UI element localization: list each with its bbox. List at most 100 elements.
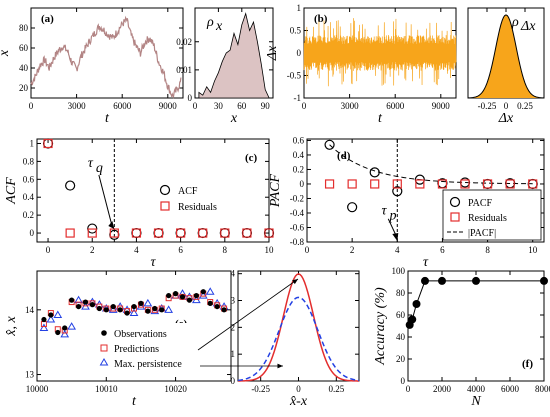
accuracy-point (412, 300, 421, 308)
legend-marker-residuals (450, 212, 460, 222)
pacf-point (347, 202, 358, 213)
density-line (467, 14, 545, 99)
observation-point (166, 292, 172, 299)
residual-point (242, 228, 252, 238)
persistence-point (108, 305, 118, 313)
legend-marker-residuals (160, 201, 170, 211)
acf-point (65, 180, 76, 191)
legend: PACF Residuals |PACF| (442, 189, 542, 241)
observation-point (103, 307, 109, 313)
legend-label: Predictions (114, 344, 159, 355)
pacf-point (392, 186, 403, 197)
x-tick-label: 0.25 (517, 101, 533, 111)
x-axis-label: x (230, 111, 238, 126)
x-tick-label: 8 (223, 245, 228, 255)
acf-point (131, 227, 142, 239)
y-axis-label: Accuracy (%) (373, 287, 388, 366)
residual-point (43, 138, 53, 149)
annotation-arrowhead (108, 221, 115, 230)
residual-point (198, 228, 208, 238)
y-tick-label: 0 (188, 93, 193, 103)
y-tick-label: 80 (19, 23, 29, 33)
y-tick-label: 60 (396, 310, 406, 320)
x-tick-label: 30 (214, 101, 224, 111)
y-tick-label: 0.6 (23, 174, 35, 184)
connector-arrows (197, 278, 299, 369)
x-axis-label: t (378, 111, 383, 126)
series-line (303, 18, 457, 87)
legend-label: ACF (178, 186, 198, 197)
panel-label-sub: x (215, 19, 223, 34)
plot-frame (306, 138, 545, 243)
observation-point (186, 297, 193, 303)
persistence-point (164, 305, 174, 313)
x-tick-label: 6000 (113, 101, 132, 111)
annotation-tau: τ (88, 156, 94, 171)
y-tick-label: 0.6 (293, 135, 305, 145)
observation-point (145, 308, 151, 314)
x-tick-label: 9000 (432, 101, 451, 111)
x-tick-label: 4 (134, 245, 139, 255)
series-line (30, 15, 182, 99)
y-tick-label: 0.01 (176, 65, 192, 75)
acf-point (219, 227, 230, 239)
y-tick-label: -0.4 (290, 208, 305, 218)
observation-point (152, 305, 158, 312)
panel-b: 0 3000 6000 9000 -1 -0.5 0 0.5 1 (b) t Δx (265, 3, 457, 126)
pacf-point (482, 178, 493, 190)
y-axis-label: x (0, 49, 12, 57)
panel-c: 0 2 4 6 8 1000.20.40.60.81(c)τ qACFResidualsτA… (4, 138, 275, 270)
annotation-arrowhead (392, 233, 399, 241)
arrow-to-prediction-density (197, 278, 299, 351)
residual-point (131, 228, 142, 238)
y-tick-label: 60 (19, 43, 29, 53)
residual-point (482, 179, 493, 189)
legend: ACF Residuals (159, 184, 217, 213)
legend-marker-observations (101, 330, 107, 336)
x-tick-label: 0 (305, 245, 310, 255)
y-tick-label: 100 (392, 266, 406, 276)
x-axis-label: x̂-x (289, 394, 308, 409)
persistence-point (129, 308, 139, 317)
residual-point (392, 179, 402, 189)
acf-point (241, 227, 253, 239)
residual-point (324, 179, 335, 189)
observation-point (55, 329, 61, 336)
observation-point (69, 297, 75, 303)
y-tick-label: 1 (297, 3, 302, 13)
x-tick-label: 2000 (433, 384, 452, 394)
x-tick-label: 0 (504, 101, 509, 111)
persistence-point (150, 306, 160, 315)
arrow-to-persistence-density-head (277, 363, 283, 369)
residual-point (347, 179, 357, 189)
x-axis-label: τ (423, 255, 429, 270)
y-tick-label: 20 (396, 354, 406, 364)
observation-point (89, 302, 96, 308)
x-axis-label: τ (150, 255, 156, 270)
acf-point (175, 227, 186, 239)
x-tick-label: 90 (261, 101, 271, 111)
observation-point (117, 307, 123, 313)
y-tick-label: 20 (19, 83, 29, 93)
panel-label: ρ (511, 15, 519, 30)
panel-label-sub: Δx (520, 19, 536, 34)
y-tick-label: 1 (231, 349, 236, 359)
legend-label: |PACF| (468, 228, 496, 239)
x-axis-label: t (132, 394, 137, 409)
annotation-arrow (387, 218, 397, 237)
accuracy-point (472, 276, 480, 285)
x-tick-label: 6 (178, 245, 183, 255)
density-area (468, 14, 544, 99)
x-tick-label: 10 (528, 245, 538, 255)
observation-point (110, 303, 116, 310)
x-tick-label: 0.25 (328, 384, 344, 394)
observation-point (96, 305, 102, 312)
observation-point (214, 303, 220, 310)
x-axis-label: Δx (498, 111, 514, 126)
y-axis-label: x̂, x (4, 316, 19, 337)
y-tick-label: 0.2 (23, 210, 34, 220)
annotation-arrow (98, 174, 113, 228)
